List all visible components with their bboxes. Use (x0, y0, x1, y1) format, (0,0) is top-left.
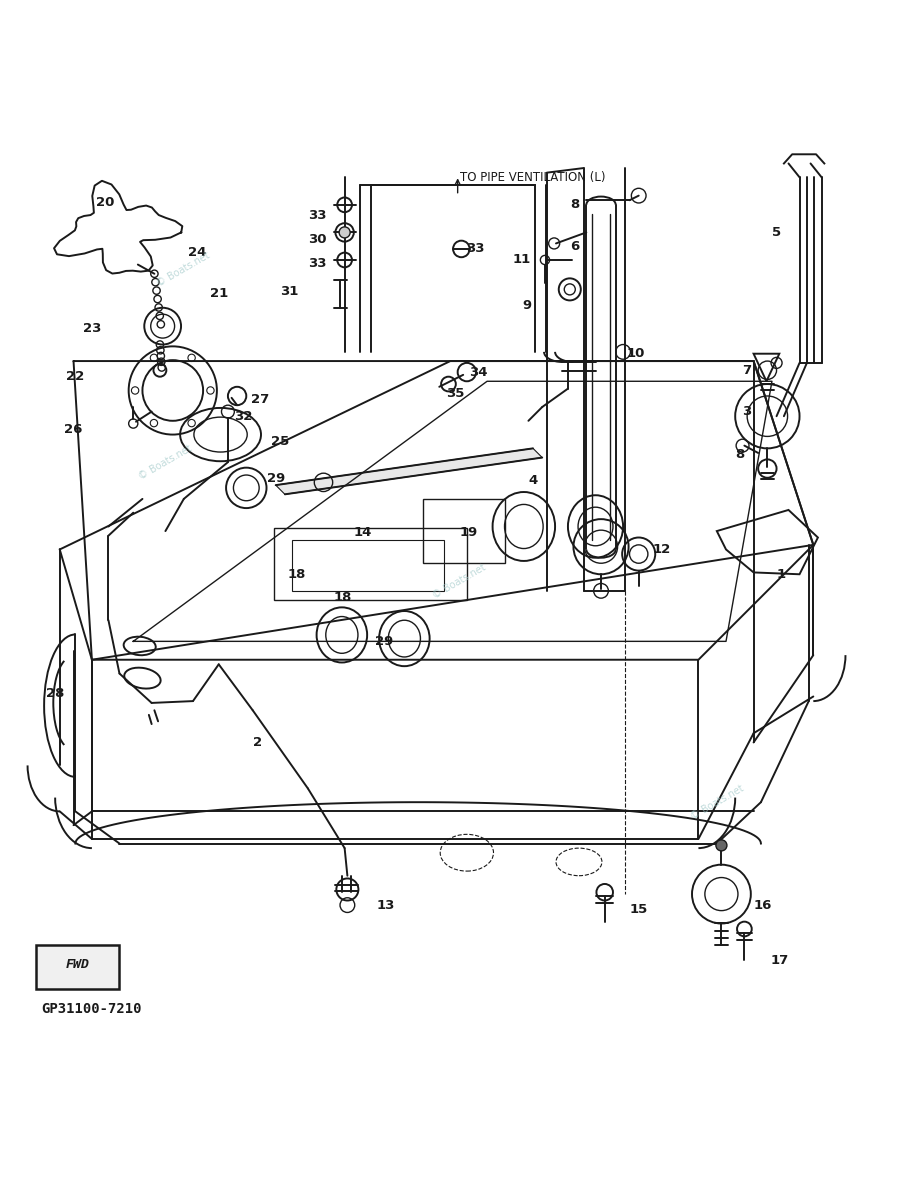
Text: 25: 25 (271, 436, 289, 449)
Text: 22: 22 (66, 370, 85, 383)
Text: 16: 16 (754, 899, 772, 912)
Text: 8: 8 (570, 198, 579, 211)
Text: 28: 28 (46, 688, 64, 701)
Polygon shape (276, 449, 542, 494)
Text: 8: 8 (735, 449, 744, 461)
Text: 21: 21 (210, 288, 228, 300)
Text: © Boats.net: © Boats.net (137, 443, 194, 481)
Text: 18: 18 (334, 590, 352, 604)
Text: 34: 34 (469, 366, 487, 378)
Text: 33: 33 (466, 241, 484, 254)
Text: 19: 19 (460, 527, 478, 540)
Text: 1: 1 (777, 568, 786, 581)
Text: 32: 32 (234, 409, 253, 422)
Text: 26: 26 (64, 422, 83, 436)
Text: © Boats.net: © Boats.net (688, 782, 745, 822)
Text: TO PIPE VENTILATION (L): TO PIPE VENTILATION (L) (460, 170, 605, 184)
FancyBboxPatch shape (36, 944, 119, 989)
Text: 24: 24 (188, 246, 207, 259)
Text: 35: 35 (446, 386, 464, 400)
Text: GP31100-7210: GP31100-7210 (41, 1002, 142, 1016)
Text: 12: 12 (652, 542, 671, 556)
Text: 29: 29 (267, 472, 285, 485)
Text: 4: 4 (528, 474, 538, 487)
Text: FWD: FWD (65, 959, 90, 971)
Text: © Boats.net: © Boats.net (431, 563, 488, 601)
Text: 11: 11 (513, 253, 531, 266)
Text: 18: 18 (288, 568, 306, 581)
Text: 33: 33 (308, 257, 326, 270)
Text: 23: 23 (83, 323, 101, 335)
Text: 2: 2 (253, 736, 262, 749)
Text: 13: 13 (377, 899, 395, 912)
Circle shape (716, 840, 727, 851)
Text: 27: 27 (251, 394, 269, 406)
Text: 29: 29 (375, 635, 393, 648)
Text: 9: 9 (522, 300, 531, 312)
Text: © Boats.net: © Boats.net (155, 250, 212, 288)
Text: 15: 15 (630, 904, 648, 917)
Text: 7: 7 (743, 364, 752, 377)
Text: 20: 20 (96, 196, 115, 209)
Circle shape (339, 227, 350, 238)
Text: 5: 5 (772, 226, 781, 239)
Text: 17: 17 (770, 954, 789, 967)
Text: 3: 3 (743, 406, 752, 418)
Text: 31: 31 (280, 284, 299, 298)
Text: 10: 10 (627, 347, 645, 360)
Text: 14: 14 (354, 527, 372, 540)
Text: 30: 30 (308, 233, 326, 246)
Text: 33: 33 (308, 209, 326, 222)
Text: 6: 6 (570, 240, 579, 253)
